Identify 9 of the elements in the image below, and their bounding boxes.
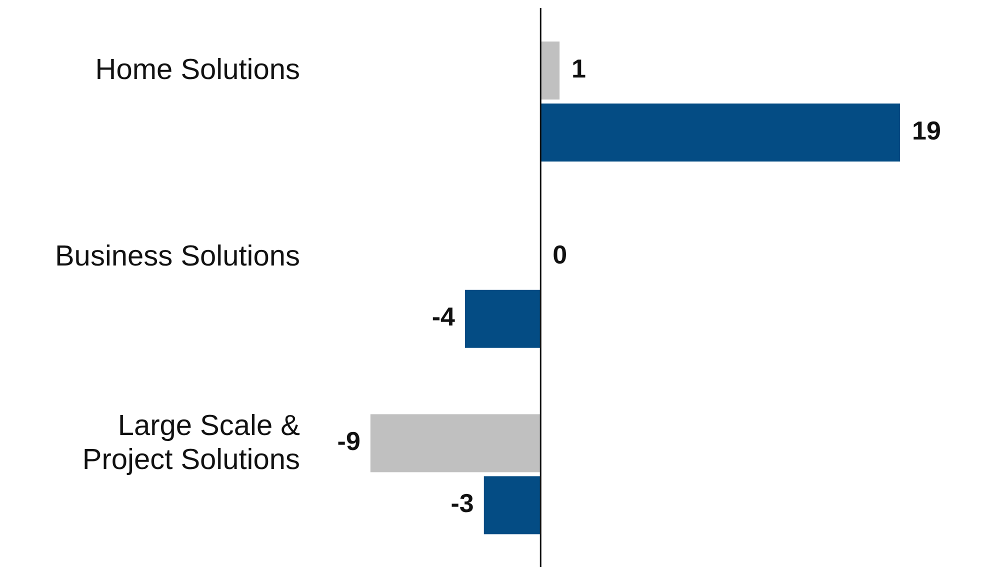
data-label: -9 [337, 426, 360, 456]
y-tick-label: Large Scale & Project Solutions [82, 409, 300, 476]
data-label: 1 [572, 53, 586, 84]
y-tick-label: Business Solutions [54, 240, 300, 272]
data-label: -4 [432, 302, 456, 332]
data-label: -3 [450, 488, 474, 518]
data-label: 0 [552, 240, 568, 270]
data-label: 19 [912, 115, 941, 146]
y-tick-label: Home Solutions [95, 54, 300, 86]
